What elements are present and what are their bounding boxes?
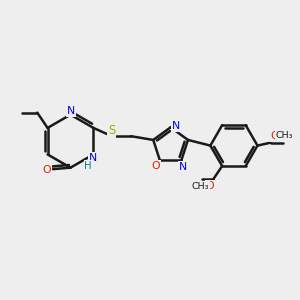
Text: O: O: [151, 161, 160, 171]
Text: O: O: [270, 131, 279, 141]
Text: N: N: [172, 121, 180, 131]
Text: N: N: [67, 106, 75, 116]
Text: O: O: [206, 181, 214, 191]
Text: O: O: [42, 165, 51, 175]
Text: N: N: [179, 162, 187, 172]
Text: N: N: [89, 153, 97, 163]
Text: H: H: [84, 160, 92, 171]
Text: S: S: [108, 124, 115, 137]
Text: CH₃: CH₃: [191, 182, 209, 191]
Text: CH₃: CH₃: [276, 131, 293, 140]
